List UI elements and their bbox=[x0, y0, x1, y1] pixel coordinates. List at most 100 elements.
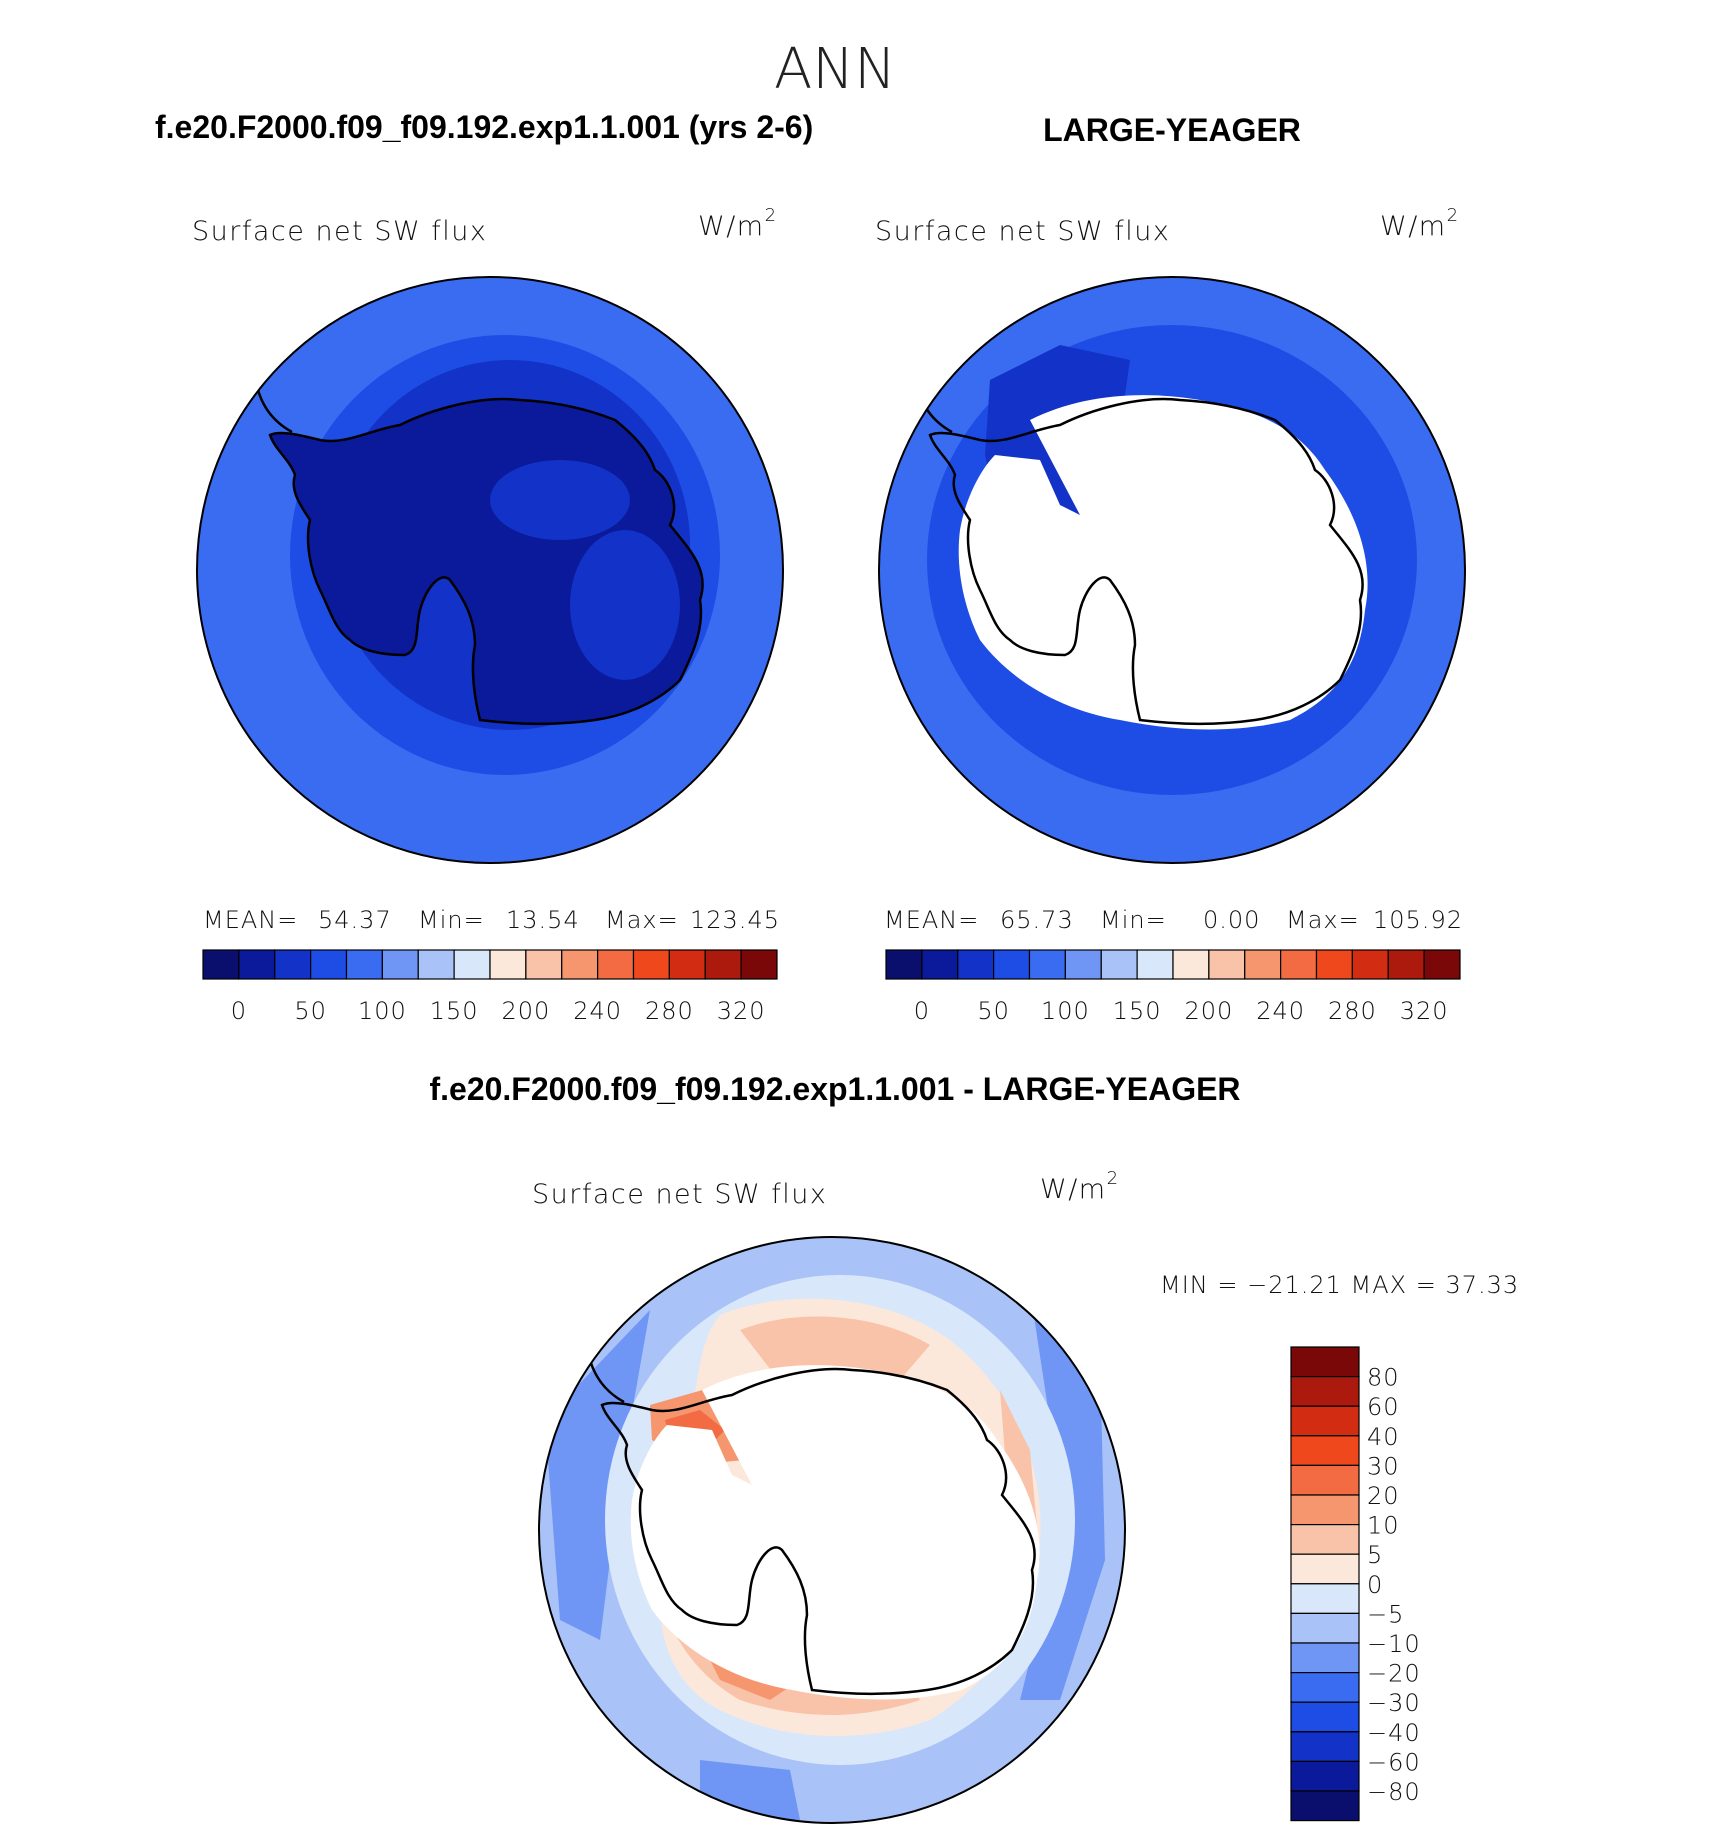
right-colorbar-tick-label: 100 bbox=[1041, 997, 1090, 1025]
right-colorbar-box bbox=[1280, 949, 1318, 980]
right-colorbar-box bbox=[1423, 949, 1461, 980]
left-colorbar-tick-label: 150 bbox=[430, 997, 479, 1025]
diff-map-field bbox=[539, 1237, 1125, 1823]
right-mean-label: MEAN= bbox=[884, 906, 979, 934]
diff-colorbar-tick-label: 40 bbox=[1367, 1423, 1400, 1451]
diff-colorbar-box bbox=[1290, 1612, 1360, 1644]
diff-colorbar-box bbox=[1290, 1760, 1360, 1792]
right-colorbar-box bbox=[1028, 949, 1066, 980]
diff-colorbar-tick-label: −20 bbox=[1367, 1660, 1421, 1688]
diff-colorbar-box bbox=[1290, 1346, 1360, 1378]
left-colorbar-box bbox=[310, 949, 348, 980]
right-colorbar-box bbox=[1351, 949, 1389, 980]
diff-colorbar-tick-label: 20 bbox=[1367, 1482, 1400, 1510]
left-min-label: Min= bbox=[418, 906, 485, 934]
diff-colorbar-box bbox=[1290, 1553, 1360, 1585]
right-case-title: LARGE-YEAGER bbox=[1043, 112, 1301, 148]
left-colorbar-box bbox=[668, 949, 706, 980]
diff-colorbar-tick-label: 60 bbox=[1367, 1393, 1400, 1421]
left-colorbar-box bbox=[417, 949, 455, 980]
left-colorbar-tick-label: 200 bbox=[501, 997, 550, 1025]
right-colorbar-tick-label: 150 bbox=[1113, 997, 1162, 1025]
left-colorbar-tick-label: 320 bbox=[717, 997, 766, 1025]
left-colorbar-box bbox=[740, 949, 778, 980]
left-colorbar-box bbox=[453, 949, 491, 980]
left-max-value: 123.45 bbox=[690, 906, 780, 934]
left-colorbar-box bbox=[489, 949, 527, 980]
diff-colorbar-box bbox=[1290, 1464, 1360, 1496]
left-colorbar-box bbox=[381, 949, 419, 980]
left-colorbar-box bbox=[632, 949, 670, 980]
left-map-boundary bbox=[196, 276, 784, 864]
diff-colorbar-tick-label: 80 bbox=[1367, 1364, 1400, 1392]
right-colorbar-tick-label: 50 bbox=[977, 997, 1010, 1025]
right-colorbar-box bbox=[1064, 949, 1102, 980]
left-mean-value: 54.37 bbox=[318, 906, 392, 934]
diff-colorbar-tick-label: −80 bbox=[1367, 1778, 1421, 1806]
diff-colorbar-box bbox=[1290, 1375, 1360, 1407]
diff-units-label: W/m2 bbox=[1040, 1168, 1120, 1205]
right-max-value: 105.92 bbox=[1373, 906, 1463, 934]
diff-colorbar-box bbox=[1290, 1523, 1360, 1555]
diff-colorbar-tick-label: 5 bbox=[1367, 1541, 1383, 1569]
right-mean-value: 65.73 bbox=[1000, 906, 1074, 934]
diff-colorbar-tick-label: 10 bbox=[1367, 1512, 1400, 1540]
left-stats: MEAN= 54.37 Min= 13.54 Max= 123.45 bbox=[203, 906, 780, 934]
left-colorbar: 0 50 100 150 200 240 280 320 bbox=[202, 949, 778, 1025]
right-colorbar-tick-label: 0 bbox=[914, 997, 930, 1025]
diff-minmax: MIN = −21.21 MAX = 37.33 bbox=[1160, 1271, 1519, 1299]
left-colorbar-box bbox=[597, 949, 635, 980]
right-colorbar-box bbox=[1100, 949, 1138, 980]
left-colorbar-box bbox=[274, 949, 312, 980]
left-colorbar-tick-label: 0 bbox=[231, 997, 247, 1025]
diff-colorbar-box bbox=[1290, 1731, 1360, 1763]
right-colorbar-box bbox=[1172, 949, 1210, 980]
left-colorbar-box bbox=[238, 949, 276, 980]
right-colorbar-tick-label: 240 bbox=[1256, 997, 1305, 1025]
diff-colorbar-tick-label: −10 bbox=[1367, 1630, 1421, 1658]
left-colorbar-tick-label: 280 bbox=[645, 997, 694, 1025]
left-colorbar-box bbox=[561, 949, 599, 980]
right-map-field bbox=[879, 277, 1465, 863]
left-mean-label: MEAN= bbox=[203, 906, 298, 934]
right-colorbar-box bbox=[1244, 949, 1282, 980]
right-stats: MEAN= 65.73 Min= 0.00 Max= 105.92 bbox=[884, 906, 1463, 934]
left-map-field bbox=[197, 277, 783, 863]
left-colorbar-tick-label: 240 bbox=[573, 997, 622, 1025]
diff-colorbar-tick-label: −5 bbox=[1367, 1600, 1404, 1628]
left-colorbar-box bbox=[202, 949, 240, 980]
left-max-label: Max= bbox=[605, 906, 679, 934]
left-min-value: 13.54 bbox=[506, 906, 580, 934]
left-colorbar-tick-label: 50 bbox=[294, 997, 327, 1025]
diff-colorbar-box bbox=[1290, 1701, 1360, 1733]
diff-variable-label: Surface net SW flux bbox=[532, 1179, 827, 1210]
right-variable-label: Surface net SW flux bbox=[875, 216, 1170, 247]
diff-colorbar-tick-label: −60 bbox=[1367, 1748, 1421, 1776]
right-colorbar-box bbox=[1315, 949, 1353, 980]
diff-colorbar-box bbox=[1290, 1494, 1360, 1526]
diff-colorbar-tick-label: 0 bbox=[1367, 1571, 1383, 1599]
right-units-label: W/m2 bbox=[1380, 205, 1460, 242]
diff-case-title: f.e20.F2000.f09_f09.192.exp1.1.001 - LAR… bbox=[429, 1071, 1240, 1107]
diff-colorbar-box bbox=[1290, 1583, 1360, 1615]
right-min-label: Min= bbox=[1100, 906, 1167, 934]
diff-colorbar-box bbox=[1290, 1790, 1360, 1822]
diff-colorbar-box bbox=[1290, 1405, 1360, 1437]
left-colorbar-box bbox=[704, 949, 742, 980]
right-colorbar-tick-label: 280 bbox=[1328, 997, 1377, 1025]
season-title: ANN bbox=[774, 37, 896, 102]
left-colorbar-box bbox=[525, 949, 563, 980]
diff-colorbar-tick-label: 30 bbox=[1367, 1452, 1400, 1480]
right-min-value: 0.00 bbox=[1203, 906, 1260, 934]
right-colorbar-box bbox=[1136, 949, 1174, 980]
left-colorbar-tick-label: 100 bbox=[358, 997, 407, 1025]
right-colorbar-box bbox=[1387, 949, 1425, 980]
right-colorbar-box bbox=[1208, 949, 1246, 980]
right-colorbar: 0 50 100 150 200 240 280 320 bbox=[885, 949, 1461, 1025]
right-colorbar-box bbox=[885, 949, 923, 980]
left-units-label: W/m2 bbox=[698, 205, 778, 242]
right-colorbar-tick-label: 320 bbox=[1400, 997, 1449, 1025]
